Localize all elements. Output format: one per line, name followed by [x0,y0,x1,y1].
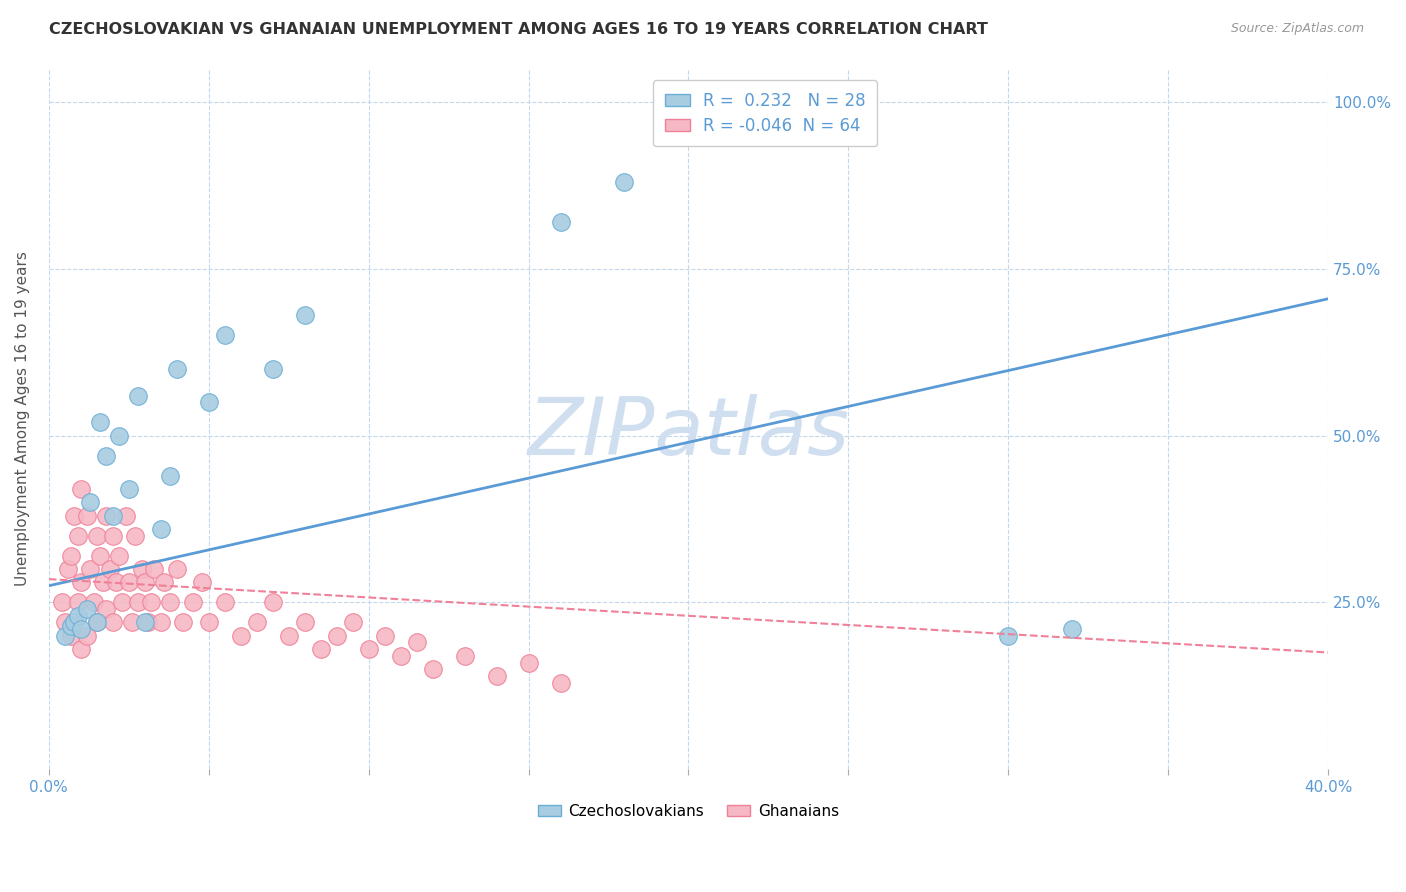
Point [104,575,127,590]
Point [197,395,219,409]
Point [1062,622,1084,636]
Point [678,128,700,143]
Point [69,622,91,636]
Point [191,575,214,590]
Point [214,328,236,343]
Point [342,615,364,630]
Point [453,648,475,663]
Point [98,562,121,576]
Legend: Czechoslovakians, Ghanaians: Czechoslovakians, Ghanaians [531,797,845,825]
Point [214,595,236,609]
Point [325,629,347,643]
Point [118,482,141,496]
Point [51,595,73,609]
Point [149,522,172,536]
Point [69,642,91,657]
Point [262,595,284,609]
Point [166,562,188,576]
Point [741,128,763,143]
Point [389,648,412,663]
Point [181,595,204,609]
Point [197,615,219,630]
Point [262,362,284,376]
Point [246,615,269,630]
Point [172,615,194,630]
Point [63,508,86,523]
Point [86,615,108,630]
Point [101,508,124,523]
Point [517,656,540,670]
Point [309,642,332,657]
Point [101,615,124,630]
Point [60,549,83,563]
Point [63,615,86,630]
Point [277,629,299,643]
Point [357,642,380,657]
Point [139,595,162,609]
Point [96,602,118,616]
Point [143,562,166,576]
Point [76,508,98,523]
Point [131,562,153,576]
Point [60,629,83,643]
Text: CZECHOSLOVAKIAN VS GHANAIAN UNEMPLOYMENT AMONG AGES 16 TO 19 YEARS CORRELATION C: CZECHOSLOVAKIAN VS GHANAIAN UNEMPLOYMENT… [49,22,988,37]
Point [149,615,172,630]
Point [108,428,131,442]
Point [56,562,79,576]
Point [422,662,444,676]
Point [53,629,76,643]
Point [96,508,118,523]
Point [159,468,181,483]
Point [405,635,427,649]
Point [79,495,101,509]
Text: Source: ZipAtlas.com: Source: ZipAtlas.com [1230,22,1364,36]
Point [66,595,89,609]
Point [153,575,176,590]
Point [96,449,118,463]
Point [101,529,124,543]
Point [86,529,108,543]
Point [485,669,508,683]
Point [60,619,83,633]
Point [997,629,1019,643]
Y-axis label: Unemployment Among Ages 16 to 19 years: Unemployment Among Ages 16 to 19 years [15,252,30,586]
Point [121,615,143,630]
Point [134,615,156,630]
Point [127,595,149,609]
Point [550,675,572,690]
Point [66,529,89,543]
Point [118,575,141,590]
Point [63,615,86,630]
Point [108,549,131,563]
Point [134,575,156,590]
Point [114,508,136,523]
Point [66,608,89,623]
Point [294,309,316,323]
Point [53,615,76,630]
Point [89,415,111,429]
Point [124,529,146,543]
Point [166,362,188,376]
Text: ZIPatlas: ZIPatlas [527,394,849,472]
Point [69,575,91,590]
Point [69,482,91,496]
Point [91,575,114,590]
Point [229,629,252,643]
Point [76,602,98,616]
Point [76,629,98,643]
Point [136,615,159,630]
Point [83,595,105,609]
Point [127,388,149,402]
Point [111,595,134,609]
Point [613,175,636,189]
Point [374,629,396,643]
Point [89,549,111,563]
Point [550,215,572,229]
Point [294,615,316,630]
Point [79,562,101,576]
Point [159,595,181,609]
Point [86,615,108,630]
